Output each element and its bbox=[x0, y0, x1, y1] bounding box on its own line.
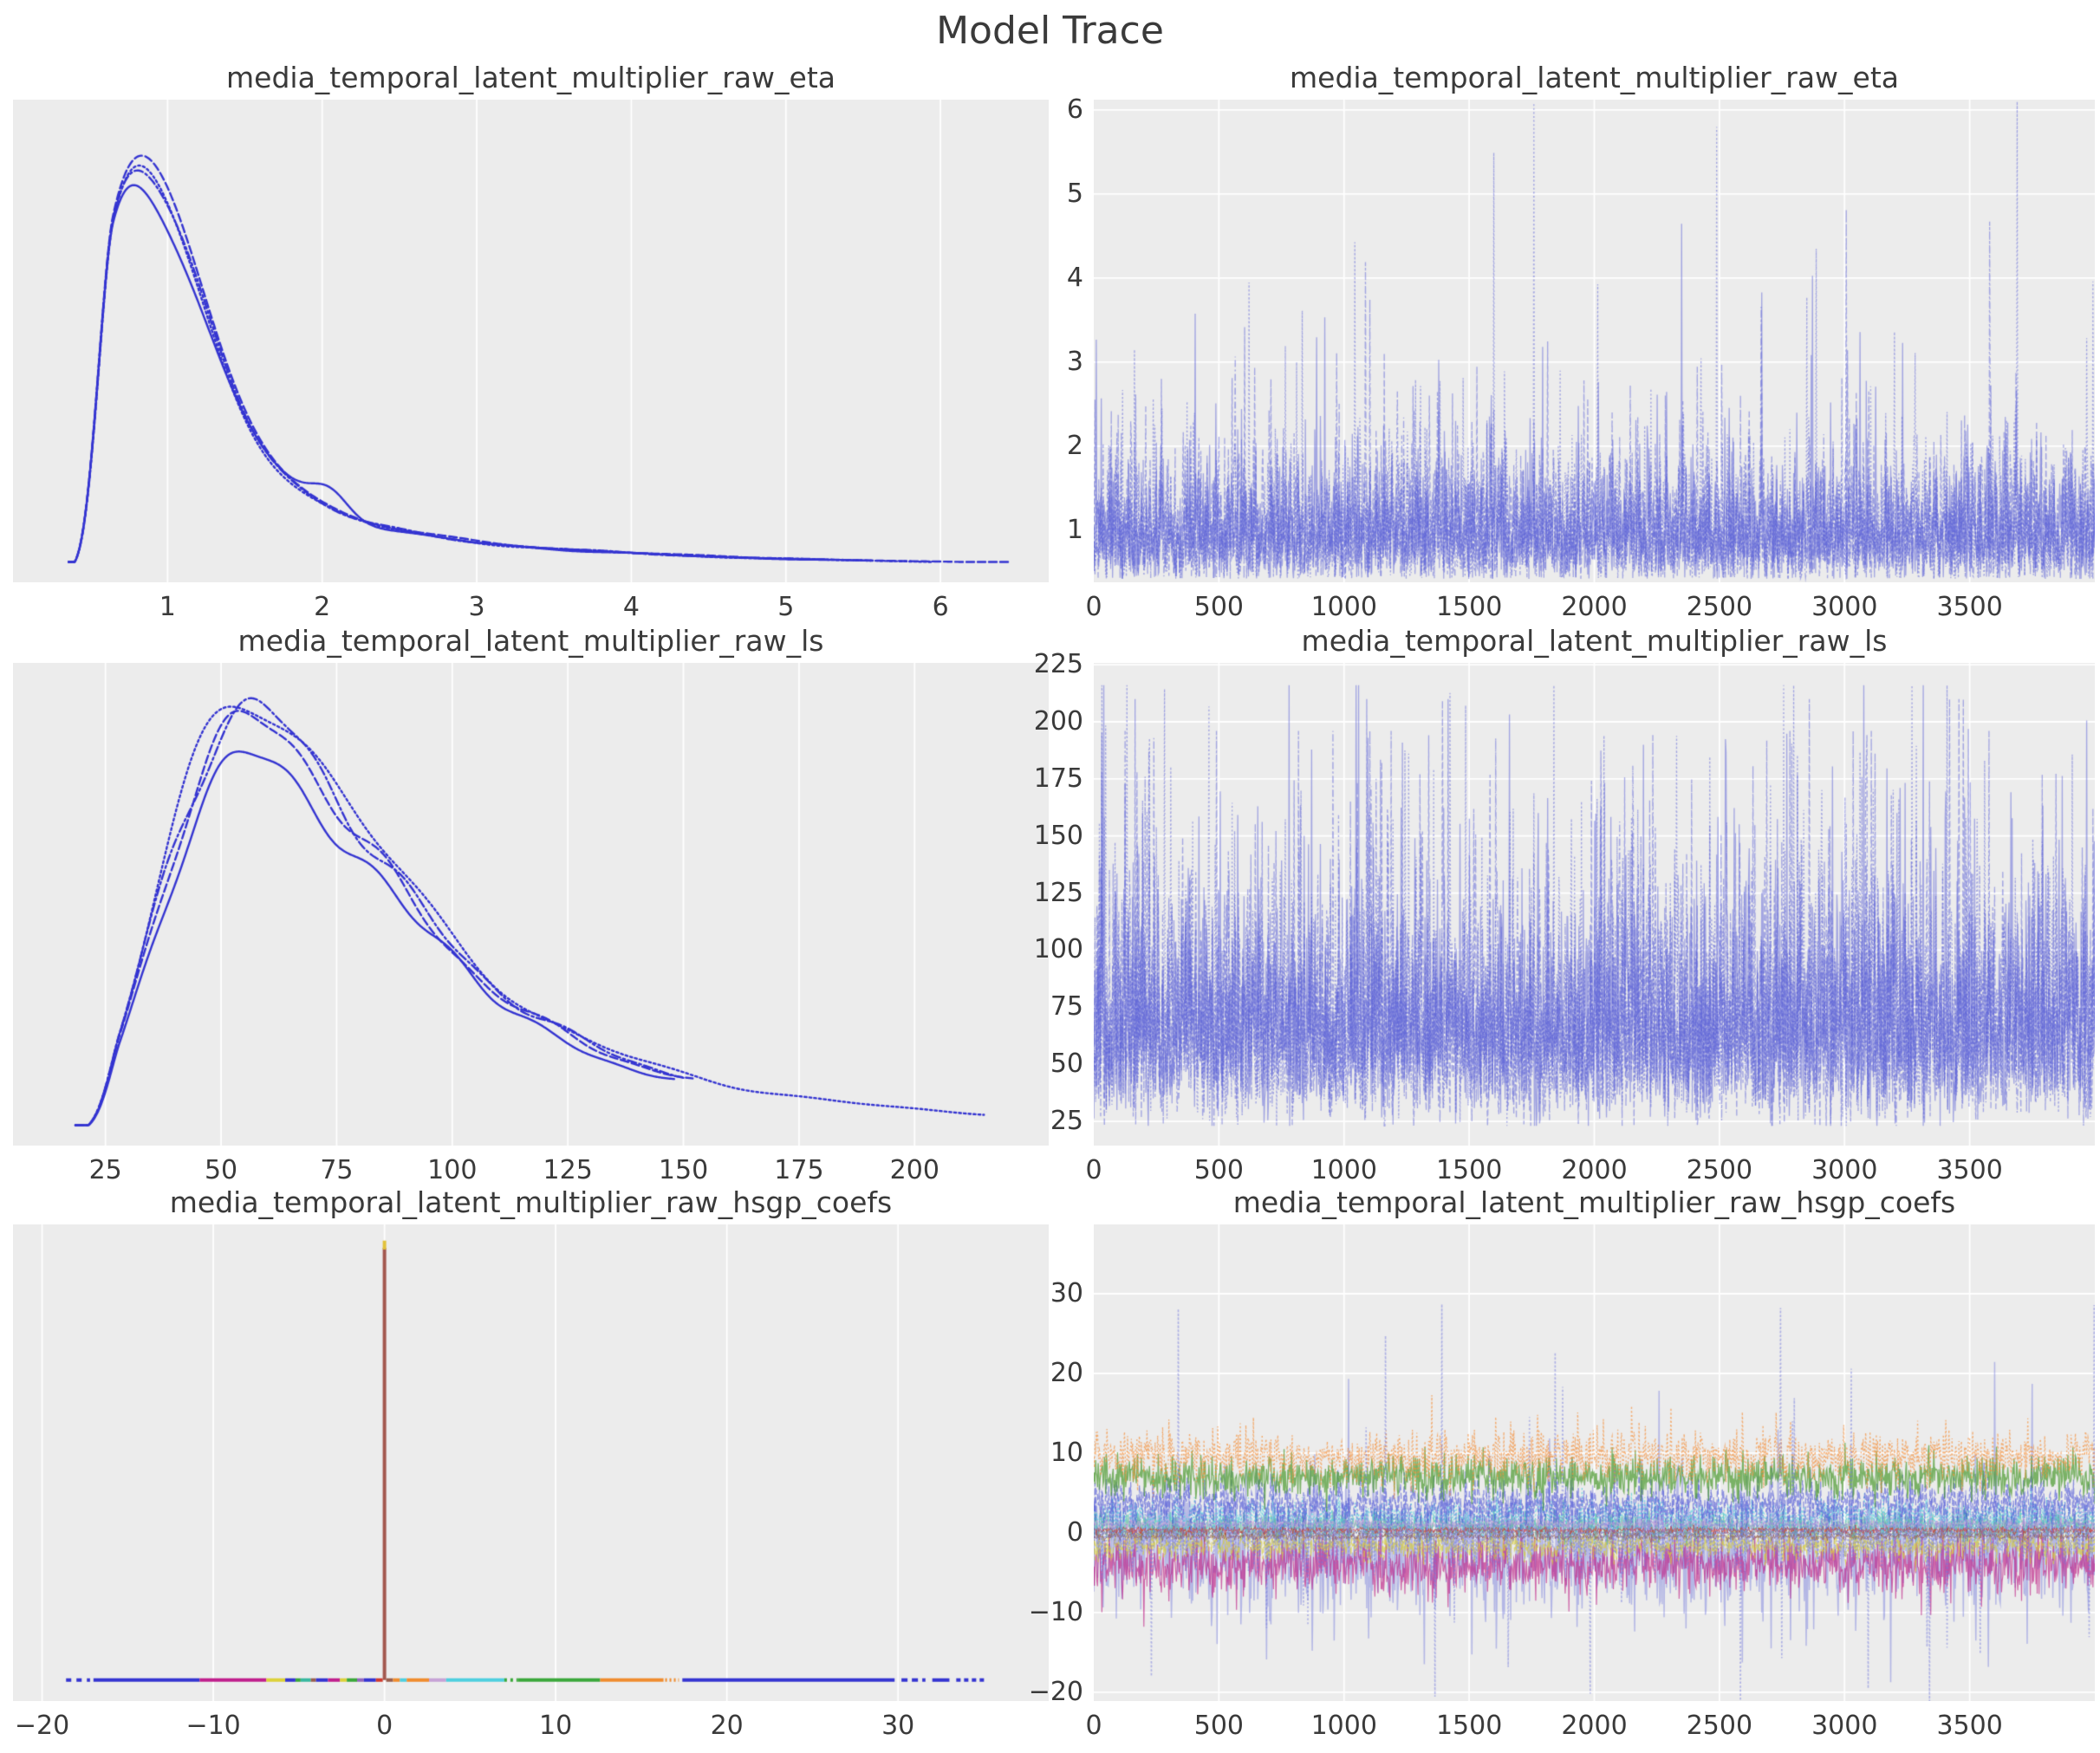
x-tick-label: 1000 bbox=[1310, 1155, 1377, 1185]
panel-title-eta-trace: media_temporal_latent_multiplier_raw_eta bbox=[1290, 61, 1899, 94]
x-tick-label: 500 bbox=[1193, 1155, 1245, 1185]
x-tick-label: 3500 bbox=[1936, 1155, 2003, 1185]
y-tick-label: 100 bbox=[1033, 934, 1083, 965]
x-tick-label: 2500 bbox=[1686, 592, 1753, 622]
trace-plot-hsgp-coefs bbox=[1094, 1224, 2095, 1701]
y-tick-label: 5 bbox=[1066, 178, 1083, 209]
x-tick-label: 2500 bbox=[1686, 1155, 1753, 1185]
y-tick-label: 75 bbox=[1050, 991, 1083, 1023]
x-tick-label: 100 bbox=[427, 1155, 478, 1185]
y-tick-label: −20 bbox=[1028, 1676, 1083, 1707]
x-tick-label: 500 bbox=[1193, 1711, 1245, 1741]
y-tick-label: 50 bbox=[1050, 1049, 1083, 1080]
x-tick-label: 6 bbox=[932, 592, 949, 622]
figure-title: Model Trace bbox=[936, 9, 1164, 53]
y-tick-label: 2 bbox=[1066, 430, 1083, 461]
x-tick-label: 150 bbox=[658, 1155, 709, 1185]
y-tick-label: 30 bbox=[1050, 1278, 1083, 1309]
x-tick-label: 1000 bbox=[1310, 1711, 1377, 1741]
x-tick-label: 1 bbox=[159, 592, 176, 622]
x-tick-label: 500 bbox=[1193, 592, 1245, 622]
y-tick-label: 3 bbox=[1066, 346, 1083, 377]
y-tick-label: 1 bbox=[1066, 514, 1083, 545]
x-tick-label: 3 bbox=[468, 592, 485, 622]
y-tick-label: 200 bbox=[1033, 705, 1083, 737]
x-tick-label: 50 bbox=[204, 1155, 238, 1185]
x-tick-label: 25 bbox=[88, 1155, 122, 1185]
x-tick-label: 2000 bbox=[1561, 1711, 1628, 1741]
x-tick-label: 2000 bbox=[1561, 1155, 1628, 1185]
x-tick-label: 200 bbox=[889, 1155, 939, 1185]
kde-plot-hsgp-coefs bbox=[13, 1224, 1049, 1701]
x-tick-label: 1000 bbox=[1310, 592, 1377, 622]
y-tick-label: 10 bbox=[1050, 1437, 1083, 1468]
trace-plot-ls bbox=[1094, 663, 2095, 1146]
y-tick-label: 0 bbox=[1066, 1516, 1083, 1548]
y-tick-label: 25 bbox=[1050, 1106, 1083, 1137]
panel-title-ls-kde: media_temporal_latent_multiplier_raw_ls bbox=[237, 624, 824, 658]
y-tick-label: 4 bbox=[1066, 262, 1083, 293]
x-tick-label: 2 bbox=[314, 592, 331, 622]
kde-plot-ls bbox=[13, 663, 1049, 1146]
x-tick-label: 3000 bbox=[1811, 1711, 1878, 1741]
x-tick-label: 1500 bbox=[1435, 592, 1503, 622]
x-tick-label: 1500 bbox=[1435, 1155, 1503, 1185]
x-tick-label: 1500 bbox=[1435, 1711, 1503, 1741]
trace-plot-eta bbox=[1094, 100, 2095, 582]
kde-plot-eta bbox=[13, 100, 1049, 582]
x-tick-label: 0 bbox=[1085, 592, 1102, 622]
x-tick-label: 2000 bbox=[1561, 592, 1628, 622]
x-tick-label: −10 bbox=[185, 1711, 241, 1741]
panel-title-hsgp-trace: media_temporal_latent_multiplier_raw_hsg… bbox=[1232, 1185, 1956, 1219]
y-tick-label: 20 bbox=[1050, 1357, 1083, 1388]
y-tick-label: 6 bbox=[1066, 94, 1083, 125]
x-tick-label: 3500 bbox=[1936, 1711, 2003, 1741]
y-tick-label: 175 bbox=[1033, 763, 1083, 794]
x-tick-label: 3000 bbox=[1811, 1155, 1878, 1185]
x-tick-label: 3500 bbox=[1936, 592, 2003, 622]
x-tick-label: 0 bbox=[1085, 1711, 1102, 1741]
panel-title-ls-trace: media_temporal_latent_multiplier_raw_ls bbox=[1301, 624, 1888, 658]
y-tick-label: 150 bbox=[1033, 820, 1083, 851]
x-tick-label: 20 bbox=[710, 1711, 744, 1741]
x-tick-label: 4 bbox=[622, 592, 640, 622]
x-tick-label: −20 bbox=[14, 1711, 70, 1741]
y-tick-label: −10 bbox=[1028, 1596, 1083, 1627]
y-tick-label: 225 bbox=[1033, 649, 1083, 680]
x-tick-label: 75 bbox=[320, 1155, 354, 1185]
x-tick-label: 125 bbox=[543, 1155, 593, 1185]
x-tick-label: 0 bbox=[1085, 1155, 1102, 1185]
x-tick-label: 30 bbox=[881, 1711, 915, 1741]
x-tick-label: 0 bbox=[376, 1711, 393, 1741]
x-tick-label: 2500 bbox=[1686, 1711, 1753, 1741]
y-tick-label: 125 bbox=[1033, 877, 1083, 908]
x-tick-label: 10 bbox=[539, 1711, 573, 1741]
x-tick-label: 175 bbox=[774, 1155, 824, 1185]
x-tick-label: 3000 bbox=[1811, 592, 1878, 622]
panel-title-eta-kde: media_temporal_latent_multiplier_raw_eta bbox=[226, 61, 835, 94]
panel-title-hsgp-kde: media_temporal_latent_multiplier_raw_hsg… bbox=[169, 1185, 893, 1219]
x-tick-label: 5 bbox=[777, 592, 795, 622]
